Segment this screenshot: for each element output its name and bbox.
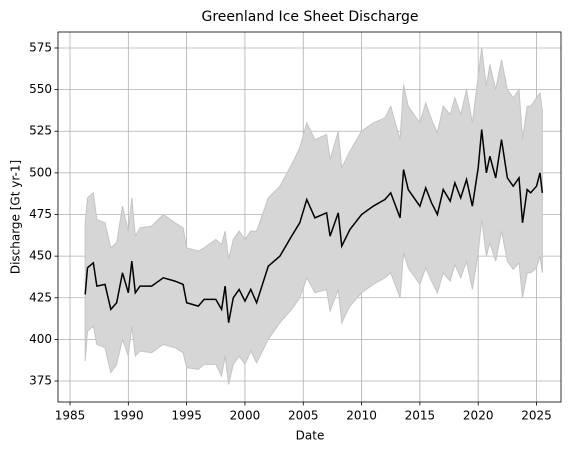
y-tick-label: 425	[29, 290, 52, 304]
chart-title: Greenland Ice Sheet Discharge	[201, 9, 418, 25]
x-tick-label: 1990	[113, 409, 144, 423]
x-tick-label: 2000	[230, 409, 261, 423]
line	[84, 129, 544, 323]
x-axis-label: Date	[296, 429, 325, 443]
y-tick-label: 525	[29, 124, 52, 138]
x-tick-label: 2015	[405, 409, 436, 423]
x-tick-label: 1995	[171, 409, 202, 423]
y-tick-label: 375	[29, 374, 52, 388]
x-tick-label: 2020	[463, 409, 494, 423]
y-tick-label: 400	[29, 332, 52, 346]
y-tick-label: 550	[29, 82, 52, 96]
y-tick-label: 450	[29, 249, 52, 263]
y-tick-label: 575	[29, 40, 52, 54]
x-tick-label: 2010	[346, 409, 377, 423]
x-tick-label: 1985	[55, 409, 86, 423]
y-tick-label: 475	[29, 207, 52, 221]
x-tick-label: 2025	[521, 409, 552, 423]
y-axis-label: Discharge [Gt yr-1]	[9, 160, 23, 274]
plot-frame	[57, 31, 562, 403]
y-tick-label: 500	[29, 165, 52, 179]
x-tick-label: 2005	[288, 409, 319, 423]
